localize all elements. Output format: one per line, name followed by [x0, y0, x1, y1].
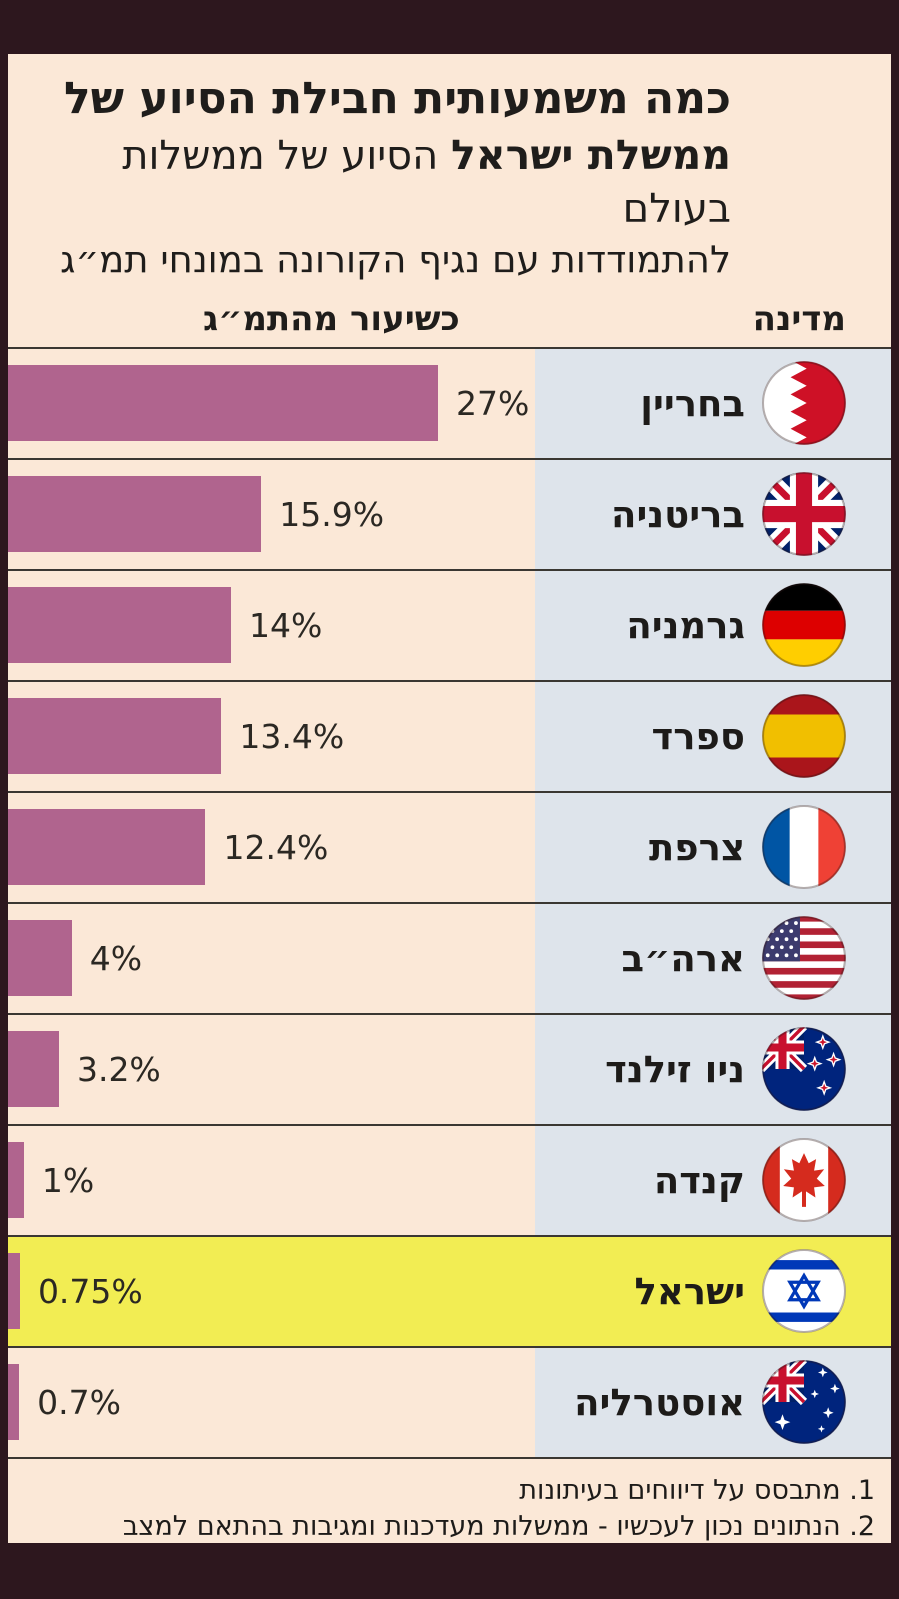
- chart-row-france: 12.4% צרפת: [8, 792, 891, 904]
- country-label: ארה״ב: [621, 936, 745, 980]
- country-cell: גרמניה: [535, 570, 891, 680]
- france-flag-icon: [761, 804, 847, 890]
- country-label: בריטניה: [611, 492, 745, 536]
- footnote-2: 2. הנתונים נכון לעכשיו - ממשלות מעדכנות …: [122, 1510, 875, 1542]
- bar-canada: [8, 1142, 24, 1218]
- bar-usa: [8, 920, 72, 996]
- new-zealand-flag-icon: [761, 1026, 847, 1112]
- title-line-2-bold: ממשלת ישראל: [450, 131, 731, 180]
- country-cell: קנדה: [535, 1125, 891, 1235]
- value-label: 13.4%: [239, 716, 345, 756]
- country-cell: ישראל: [535, 1236, 891, 1346]
- country-column-header: מדינה: [752, 298, 846, 339]
- bahrain-flag-icon: [761, 360, 847, 446]
- bar-france: [8, 809, 206, 885]
- country-cell: ספרד: [535, 681, 891, 791]
- country-cell: בריטניה: [535, 459, 891, 569]
- footnotes: 1. מתבסס על דיווחים בעיתונות 2. הנתונים …: [8, 1459, 891, 1546]
- bar-area: 13.4%: [8, 682, 535, 791]
- bar-area: 0.7%: [8, 1348, 535, 1457]
- country-label: גרמניה: [626, 603, 745, 647]
- country-label: אוסטרליה: [574, 1380, 745, 1424]
- bar-area: 15.9%: [8, 460, 535, 569]
- country-cell: צרפת: [535, 792, 891, 902]
- bar-area: 4%: [8, 904, 535, 1013]
- chart-row-uk: 15.9% בריטניה: [8, 459, 891, 571]
- value-label: 0.75%: [37, 1271, 143, 1311]
- value-label: 4%: [89, 938, 143, 978]
- canada-flag-icon: [761, 1137, 847, 1223]
- footnote-1: 1. מתבסס על דיווחים בעיתונות: [519, 1474, 875, 1506]
- country-label: צרפת: [648, 825, 745, 869]
- value-label: 1%: [41, 1160, 95, 1200]
- chart-row-spain: 13.4% ספרד: [8, 681, 891, 793]
- chart-rows: 27% בחריין 15.9%: [8, 348, 891, 1459]
- uk-flag-icon: [761, 471, 847, 557]
- title-line-1: כמה משמעותית חבילת הסיוע של: [64, 73, 731, 124]
- country-label: ספרד: [651, 714, 745, 758]
- chart-row-canada: 1% קנדה: [8, 1125, 891, 1237]
- bar-australia: [8, 1364, 20, 1440]
- australia-flag-icon: [761, 1359, 847, 1445]
- title-line-3: להתמודדות עם נגיף הקורונה במונחי תמ״ג: [60, 237, 731, 281]
- value-label: 15.9%: [279, 494, 385, 534]
- germany-flag-icon: [761, 582, 847, 668]
- country-cell: ארה״ב: [535, 903, 891, 1013]
- chart-title: כמה משמעותית חבילת הסיוע של ממשלת ישראל …: [8, 54, 891, 285]
- spain-flag-icon: [761, 693, 847, 779]
- chart-row-bahrain: 27% בחריין: [8, 348, 891, 460]
- chart-row-israel-highlighted: 0.75% ישראל: [8, 1236, 891, 1348]
- chart-panel: כמה משמעותית חבילת הסיוע של ממשלת ישראל …: [8, 54, 891, 1543]
- bar-area: 27%: [8, 349, 535, 458]
- bar-area: 1%: [8, 1126, 535, 1235]
- chart-row-usa: 4% ארה״ב: [8, 903, 891, 1015]
- bar-uk: [8, 476, 262, 552]
- value-label: 0.7%: [37, 1382, 121, 1422]
- country-label: בחריין: [640, 381, 745, 425]
- country-label: ישראל: [634, 1269, 745, 1313]
- chart-row-germany: 14% גרמניה: [8, 570, 891, 682]
- value-column-header: כשיעור מהתמ״ג: [203, 298, 460, 339]
- value-label: 14%: [248, 605, 323, 645]
- bar-new-zealand: [8, 1031, 59, 1107]
- country-cell: ניו זילנד: [535, 1014, 891, 1124]
- bar-israel: [8, 1253, 20, 1329]
- value-label: 3.2%: [76, 1049, 161, 1089]
- country-cell: בחריין: [535, 348, 891, 458]
- bar-area: 3.2%: [8, 1015, 535, 1124]
- title-line-2: ממשלת ישראל הסיוע של ממשלות בעולם: [28, 128, 731, 236]
- chart-row-new-zealand: 3.2% ניו זילנד: [8, 1014, 891, 1126]
- column-headers: כשיעור מהתמ״ג מדינה: [8, 295, 891, 349]
- bar-area: 12.4%: [8, 793, 535, 902]
- bar-spain: [8, 698, 222, 774]
- country-label: ניו זילנד: [605, 1047, 745, 1091]
- title-line-2-rest: הסיוע של ממשלות בעולם: [122, 133, 731, 232]
- bar-bahrain: [8, 365, 438, 441]
- bar-germany: [8, 587, 231, 663]
- country-cell: אוסטרליה: [535, 1347, 891, 1457]
- usa-flag-icon: [761, 915, 847, 1001]
- chart-row-australia: 0.7% אוסטרליה: [8, 1347, 891, 1459]
- bar-area: 0.75%: [8, 1237, 535, 1346]
- bar-area: 14%: [8, 571, 535, 680]
- value-label: 12.4%: [223, 827, 329, 867]
- country-label: קנדה: [653, 1158, 745, 1202]
- value-label: 27%: [456, 383, 530, 423]
- israel-flag-icon: [761, 1248, 847, 1334]
